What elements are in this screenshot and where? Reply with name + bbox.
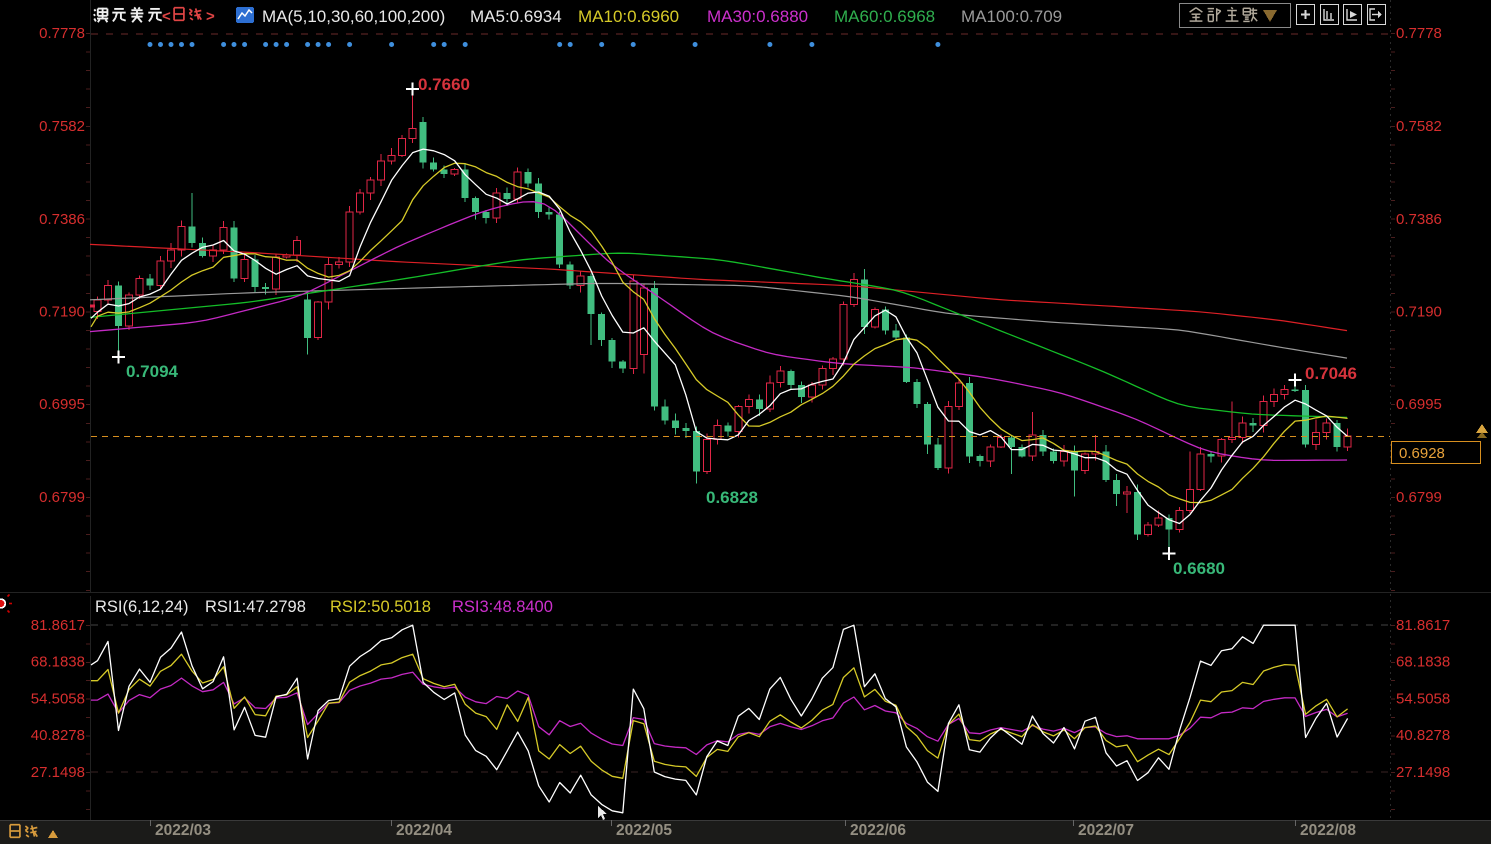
svg-text:>: > (206, 8, 215, 25)
svg-text:0.7778: 0.7778 (1396, 25, 1442, 42)
svg-text:27.1498: 27.1498 (1396, 764, 1450, 781)
svg-text:54.5058: 54.5058 (1396, 691, 1450, 708)
svg-text:27.1498: 27.1498 (31, 764, 85, 781)
svg-text:0.6995: 0.6995 (39, 396, 85, 413)
svg-text:RSI(6,12,24): RSI(6,12,24) (95, 598, 189, 616)
svg-text:68.1838: 68.1838 (31, 654, 85, 671)
svg-text:0.7582: 0.7582 (39, 118, 85, 135)
svg-text:2022/05: 2022/05 (616, 822, 672, 839)
svg-text:0.6995: 0.6995 (1396, 396, 1442, 413)
svg-text:81.8617: 81.8617 (1396, 617, 1450, 634)
svg-text:2022/03: 2022/03 (155, 822, 211, 839)
svg-text:0.6799: 0.6799 (39, 489, 85, 506)
svg-text:RSI3:48.8400: RSI3:48.8400 (452, 598, 553, 616)
svg-text:0.6680: 0.6680 (1173, 559, 1225, 578)
svg-text:2022/06: 2022/06 (850, 822, 906, 839)
svg-text:MA100:0.709: MA100:0.709 (961, 7, 1062, 26)
svg-text:MA5:0.6934: MA5:0.6934 (470, 7, 562, 26)
svg-text:0.7386: 0.7386 (1396, 211, 1442, 228)
svg-text:0.7582: 0.7582 (1396, 118, 1442, 135)
svg-text:0.7778: 0.7778 (39, 25, 85, 42)
svg-text:2022/07: 2022/07 (1078, 822, 1134, 839)
svg-text:MA10:0.6960: MA10:0.6960 (578, 7, 679, 26)
svg-text:0.7190: 0.7190 (39, 304, 85, 321)
svg-text:<: < (162, 8, 171, 25)
svg-text:0.6828: 0.6828 (706, 488, 758, 507)
svg-text:MA60:0.6968: MA60:0.6968 (834, 7, 935, 26)
svg-text:0.7386: 0.7386 (39, 211, 85, 228)
svg-text:0.7094: 0.7094 (126, 362, 179, 381)
svg-text:RSI2:50.5018: RSI2:50.5018 (330, 598, 431, 616)
svg-text:2022/04: 2022/04 (396, 822, 452, 839)
svg-text:RSI1:47.2798: RSI1:47.2798 (205, 598, 306, 616)
svg-text:0.7660: 0.7660 (418, 75, 470, 94)
svg-text:68.1838: 68.1838 (1396, 654, 1450, 671)
svg-text:0.6928: 0.6928 (1399, 445, 1445, 462)
svg-text:81.8617: 81.8617 (31, 617, 85, 634)
svg-text:40.8278: 40.8278 (31, 727, 85, 744)
svg-text:MA30:0.6880: MA30:0.6880 (707, 7, 808, 26)
svg-text:0.7190: 0.7190 (1396, 304, 1442, 321)
svg-text:2022/08: 2022/08 (1300, 822, 1356, 839)
svg-text:40.8278: 40.8278 (1396, 727, 1450, 744)
svg-text:MA(5,10,30,60,100,200): MA(5,10,30,60,100,200) (262, 7, 445, 26)
svg-text:0.7046: 0.7046 (1305, 364, 1357, 383)
svg-text:0.6799: 0.6799 (1396, 489, 1442, 506)
svg-text:54.5058: 54.5058 (31, 691, 85, 708)
